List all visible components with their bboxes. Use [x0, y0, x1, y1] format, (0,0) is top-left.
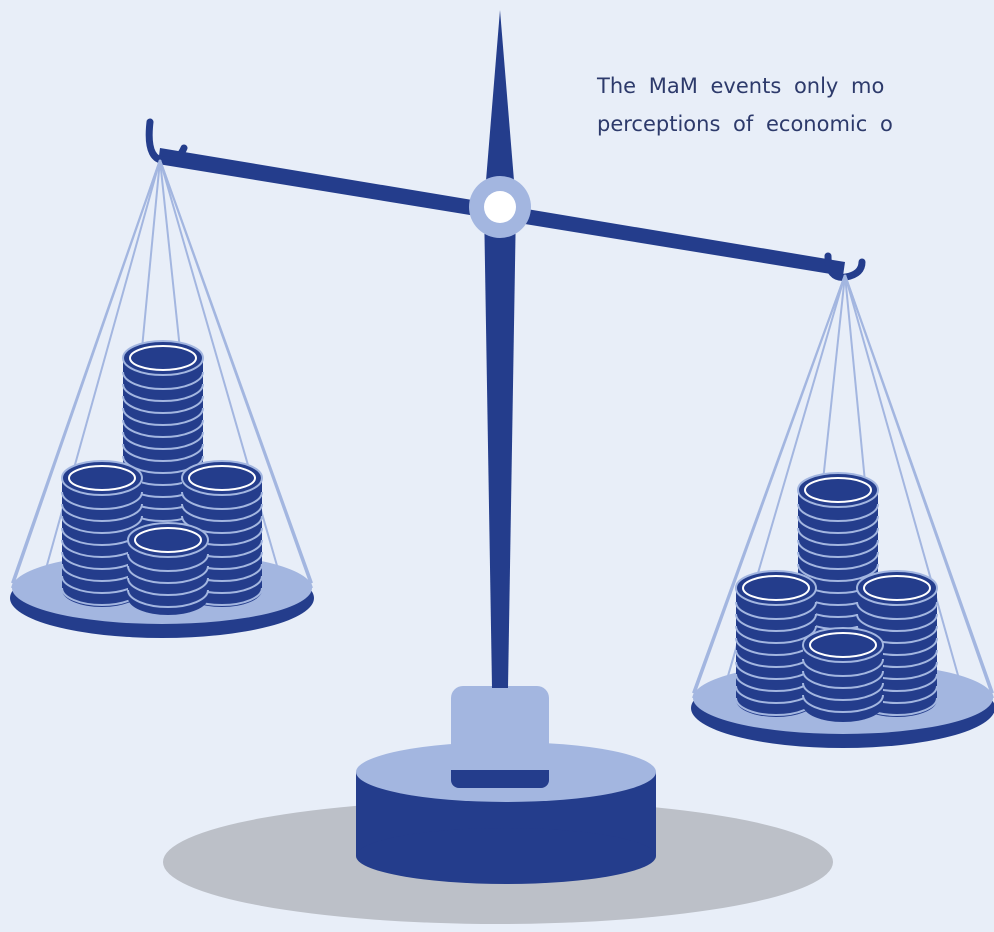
text-line: perceptions of economic o	[597, 112, 893, 136]
pivot-center	[484, 191, 516, 223]
coin-bottom	[803, 688, 883, 722]
text-line: The MaM events only mo	[597, 74, 884, 98]
post-slot-top	[451, 760, 549, 770]
coin-bottom	[128, 581, 208, 615]
page: The MaM events only mo perceptions of ec…	[0, 0, 994, 932]
needle	[484, 10, 516, 688]
base-bottom	[356, 828, 656, 884]
scale-illustration	[0, 0, 994, 932]
